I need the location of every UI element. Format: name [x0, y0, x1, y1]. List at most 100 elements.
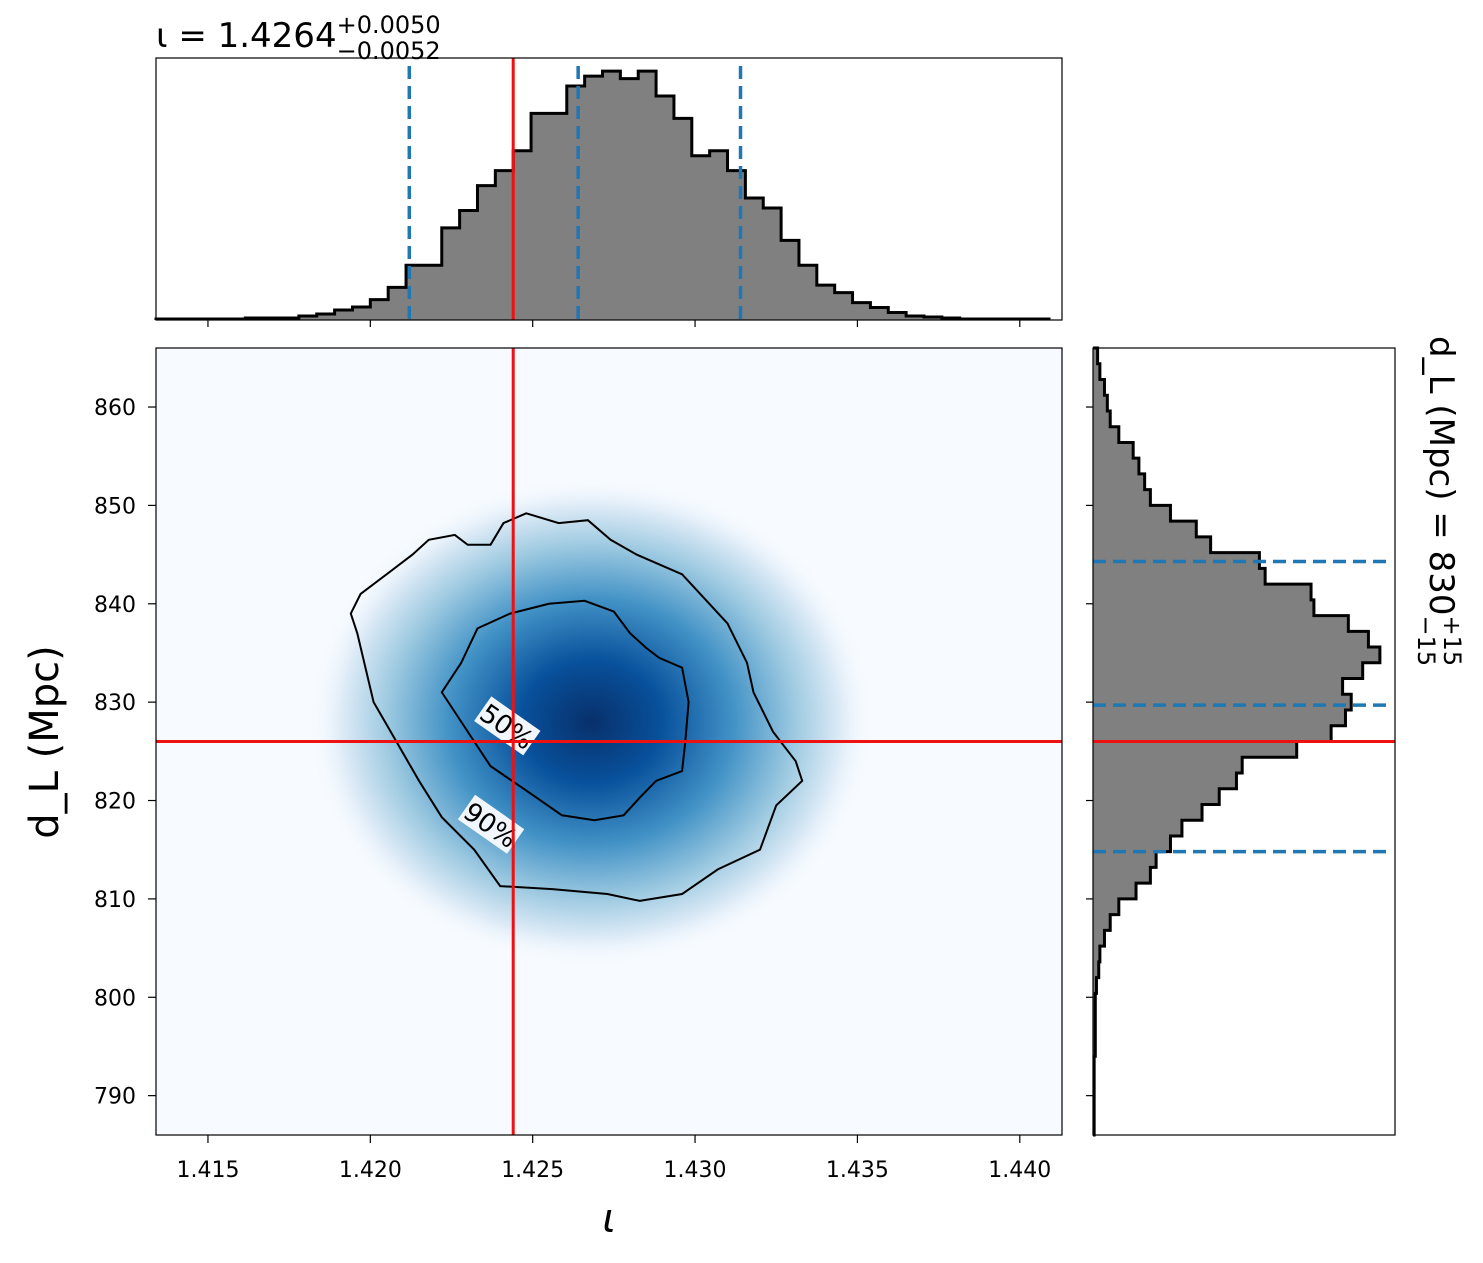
right-hist-bar — [1093, 961, 1099, 978]
top-hist-bar — [870, 307, 889, 320]
top-hist-bar — [548, 113, 568, 321]
y-tick-label: 840 — [94, 593, 136, 618]
joint-panel-border — [155, 347, 1063, 1136]
right-hist-bar — [1093, 867, 1151, 884]
right-marginal-histogram: d_L (Mpc) = 830+15−15 — [1086, 336, 1466, 1137]
right-hist-bar — [1093, 647, 1380, 664]
right-hist-bar — [1093, 804, 1203, 821]
right-hist-bar — [1093, 835, 1171, 853]
joint-density-panel: 50%90% 1.415 1.420 1.425 1.430 1.435 1.440 79… — [22, 347, 1063, 1242]
top-hist-bar — [513, 150, 532, 320]
top-hist-bar — [334, 310, 353, 320]
right-hist-bar — [1093, 631, 1369, 648]
top-hist-bar — [673, 118, 693, 321]
top-hist-bar — [495, 170, 514, 320]
top-hist-bar — [370, 299, 389, 320]
right-hist-bar — [1093, 489, 1151, 506]
right-hist-bar — [1093, 898, 1119, 916]
x-tick-label: 1.425 — [501, 1158, 564, 1183]
right-hist-bar — [1093, 584, 1312, 601]
top-hist-bar — [816, 285, 836, 320]
right-hist-bar — [1093, 678, 1343, 695]
right-hist-bar — [1093, 788, 1220, 805]
right-panel-border — [1092, 347, 1396, 1136]
right-panel-title: d_L (Mpc) = 830+15−15 — [1412, 336, 1466, 666]
top-hist-bar — [888, 312, 907, 320]
top-hist-bar — [727, 170, 746, 320]
right-hist-bar — [1093, 851, 1157, 868]
right-hist-bar — [1093, 772, 1237, 790]
y-tick-label: 810 — [94, 888, 136, 913]
top-hist-bar — [709, 150, 728, 320]
top-panel-border — [155, 57, 1063, 321]
top-hist-bar — [638, 71, 657, 320]
right-hist-bar — [1093, 710, 1346, 727]
top-marginal-histogram: ι = 1.4264+0.0050 −0.0052 — [154, 11, 1063, 327]
right-hist-bar — [1093, 883, 1137, 900]
contour-label-bg — [457, 794, 525, 854]
right-hist-bar — [1093, 757, 1243, 774]
top-hist-bar — [316, 314, 336, 320]
y-tick-label: 800 — [94, 986, 136, 1011]
top-hist-bar — [388, 287, 407, 320]
right-hist-bar — [1093, 521, 1197, 538]
right-hist-bar — [1093, 426, 1119, 443]
right-hist-bar — [1093, 458, 1139, 475]
y-tick-label: 850 — [94, 494, 136, 519]
top-hist-bar — [584, 76, 603, 320]
x-tick-label: 1.435 — [826, 1158, 889, 1183]
top-hist-bar — [763, 207, 782, 320]
top-hist-bar — [298, 316, 318, 320]
x-axis-label: ι — [602, 1196, 616, 1242]
right-hist-outline — [1092, 346, 1382, 1137]
top-hist-bar — [852, 302, 871, 320]
contour-90pct — [349, 512, 804, 902]
right-hist-bar — [1093, 363, 1100, 380]
right-hist-bar — [1093, 615, 1349, 632]
top-hist-bar — [798, 265, 818, 320]
right-hist-bar — [1093, 473, 1145, 491]
top-hist-bar — [602, 71, 621, 320]
right-hist-bar — [1093, 741, 1297, 758]
top-hist-bar — [352, 307, 371, 320]
right-hist-bar — [1093, 977, 1097, 994]
right-hist-bar — [1093, 410, 1111, 428]
top-hist-bar — [834, 292, 853, 320]
top-hist-bar — [531, 113, 550, 321]
top-hist-outline — [154, 69, 1051, 321]
top-hist-bar — [441, 227, 461, 320]
right-hist-bar — [1093, 348, 1098, 365]
y-axis-label: d_L (Mpc) — [22, 645, 68, 839]
top-panel-title: ι = 1.4264+0.0050 −0.0052 — [156, 11, 441, 65]
right-hist-bar — [1093, 379, 1105, 396]
top-hist-bar — [423, 265, 443, 320]
top-hist-bar — [906, 316, 925, 320]
top-hist-bar — [745, 198, 764, 320]
right-hist-bar — [1093, 536, 1211, 554]
top-hist-bar — [781, 240, 800, 320]
right-hist-bar — [1093, 662, 1363, 679]
top-hist-bar — [459, 210, 478, 320]
right-hist-bar — [1093, 442, 1134, 459]
y-tick-label: 790 — [94, 1085, 136, 1110]
right-hist-bar — [1093, 568, 1266, 585]
right-hist-bar — [1093, 725, 1332, 742]
right-hist-bar — [1093, 914, 1111, 931]
top-hist-bar — [477, 185, 496, 320]
density-heatmap — [307, 475, 876, 968]
right-hist-bar — [1093, 395, 1108, 412]
y-tick-label: 820 — [94, 790, 136, 815]
right-hist-bar — [1093, 930, 1105, 947]
top-hist-bar — [691, 155, 711, 320]
right-hist-bar — [1093, 505, 1171, 522]
right-hist-bar — [1093, 946, 1100, 963]
y-tick-label: 860 — [94, 396, 136, 421]
top-hist-bar — [620, 78, 639, 320]
top-hist-bar — [656, 95, 675, 321]
right-hist-bar — [1093, 599, 1314, 616]
x-tick-label: 1.430 — [664, 1158, 727, 1183]
x-tick-label: 1.440 — [988, 1158, 1051, 1183]
x-tick-label: 1.415 — [176, 1158, 239, 1183]
top-hist-bar — [566, 86, 586, 320]
